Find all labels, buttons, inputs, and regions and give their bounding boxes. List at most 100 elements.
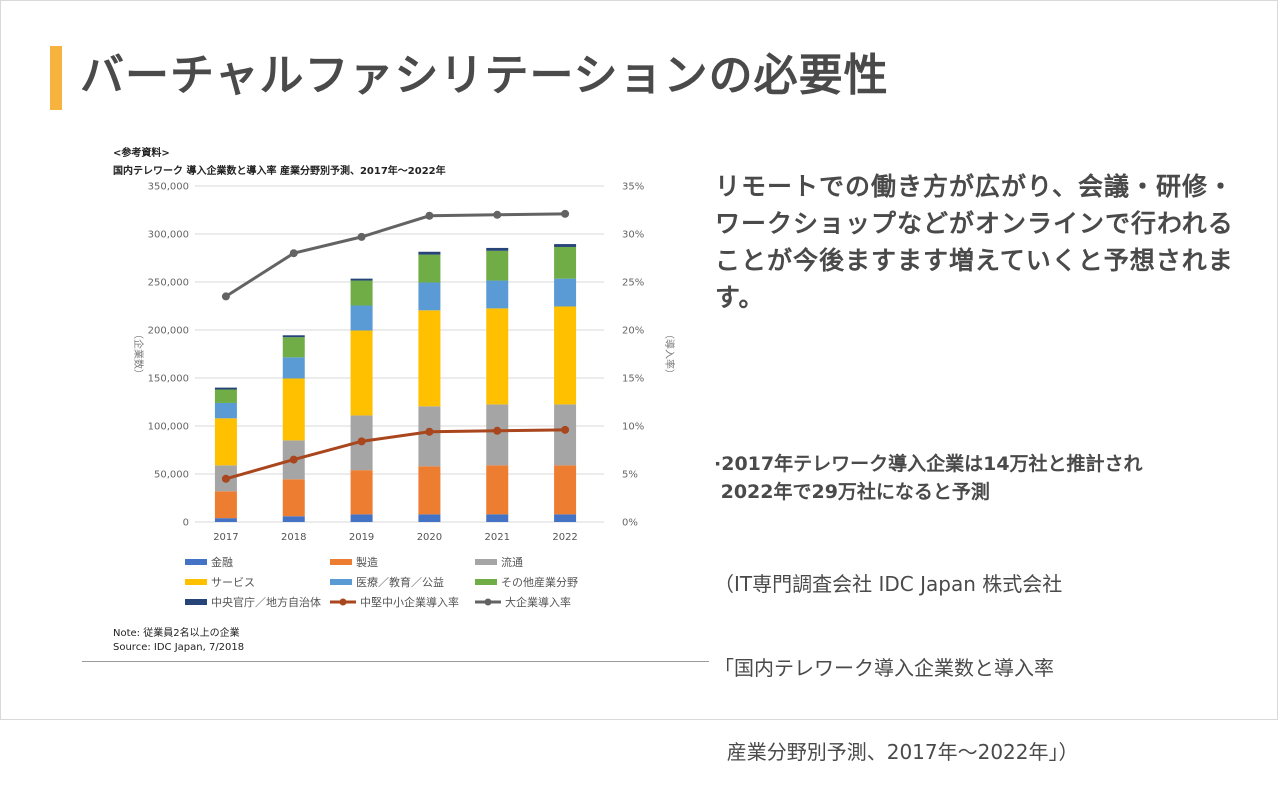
- source-text: Source: IDC Japan, 7/2018: [113, 642, 245, 653]
- x-tick-label: 2019: [349, 532, 374, 543]
- bar-segment: [282, 335, 305, 338]
- legend-swatch: [475, 579, 497, 585]
- x-tick-label: 2017: [213, 532, 238, 543]
- note-text: Note: 従業員2名以上の企業: [113, 628, 240, 639]
- bar-segment: [350, 470, 373, 515]
- y-tick-label: 350,000: [148, 182, 189, 193]
- legend-label: 流通: [501, 555, 523, 569]
- bar-segment: [486, 514, 509, 522]
- x-tick-label: 2020: [417, 532, 442, 543]
- y-tick-label: 300,000: [148, 230, 189, 241]
- x-tick-label: 2021: [485, 532, 510, 543]
- bar-segment: [554, 404, 577, 466]
- bar-segment: [350, 305, 373, 331]
- x-tick-label: 2018: [281, 532, 306, 543]
- bar-segment: [214, 387, 237, 390]
- y2-tick-label: 35%: [622, 182, 644, 193]
- legend-label: 大企業導入率: [505, 595, 571, 609]
- legend-label: 医療／教育／公益: [356, 575, 444, 589]
- bar-segment: [486, 280, 509, 309]
- line-point: [425, 211, 434, 220]
- legend-swatch: [330, 559, 352, 565]
- telework-chart: 0 50,000 100,000 150,000 200,000 250,000 300,0…: [132, 182, 676, 610]
- bar-segment: [418, 282, 441, 311]
- slide-title: バーチャルファシリテーションの必要性: [80, 50, 889, 101]
- bar-segment: [486, 250, 509, 281]
- citation-line: （IT専門調査会社 IDC Japan 株式会社: [714, 572, 1063, 596]
- legend-swatch: [185, 579, 207, 585]
- y-tick-label: 0: [183, 518, 189, 529]
- bar-segment: [282, 516, 305, 522]
- y2-axis-title: （導入率）: [663, 329, 676, 379]
- legend-marker: [484, 598, 492, 606]
- y2-tick-label: 0%: [622, 518, 638, 529]
- citation-line: 「国内テレワーク導入企業数と導入率: [714, 656, 1054, 680]
- bar-segment: [350, 278, 373, 281]
- bar-segment: [418, 406, 441, 467]
- line-point: [289, 249, 298, 258]
- line-point: [357, 437, 366, 446]
- legend-label: その他産業分野: [501, 576, 578, 589]
- chart-panel: <参考資料> 国内テレワーク 導入企業数と導入率 産業分野別予測、2017年～2…: [80, 140, 710, 665]
- y-tick-label: 250,000: [148, 278, 189, 289]
- chart-title: 国内テレワーク 導入企業数と導入率 産業分野別予測、2017年～2022年: [113, 166, 446, 177]
- legend-label: サービス: [211, 576, 255, 589]
- reference-label: <参考資料>: [113, 148, 170, 159]
- bar-segment: [282, 479, 305, 517]
- bar-segment: [554, 465, 577, 515]
- legend-label: 中央官庁／地方自治体: [211, 595, 321, 609]
- bar-segment: [554, 306, 577, 405]
- bar-segment: [418, 514, 441, 522]
- bar-segment: [214, 418, 237, 466]
- legend-swatch: [475, 559, 497, 565]
- bar-segment: [554, 244, 577, 247]
- legend-swatch: [330, 579, 352, 585]
- y-tick-label: 100,000: [148, 422, 189, 433]
- y-tick-label: 150,000: [148, 374, 189, 385]
- y-axis-title: （企業数）: [132, 329, 145, 379]
- line-point: [425, 427, 434, 436]
- legend-label: 金融: [211, 555, 233, 569]
- chart-note: Note: 従業員2名以上の企業 Source: IDC Japan, 7/20…: [113, 627, 244, 655]
- bar-segment: [350, 330, 373, 416]
- line-series: [225, 212, 566, 298]
- bar-segment: [418, 251, 441, 255]
- x-tick-label: 2022: [552, 532, 577, 543]
- line-point: [493, 426, 502, 435]
- title-accent-bar: [50, 46, 62, 110]
- bar-segment: [214, 491, 237, 519]
- bar-segment: [554, 514, 577, 522]
- y2-tick-label: 10%: [622, 422, 644, 433]
- bar-segment: [214, 402, 237, 419]
- legend-swatch: [185, 559, 207, 565]
- bar-segment: [418, 310, 441, 407]
- bar-segment: [486, 465, 509, 515]
- bar-segment: [350, 514, 373, 522]
- bar-segment: [282, 337, 305, 358]
- legend-label: 製造: [356, 555, 378, 569]
- legend-swatch: [185, 599, 207, 605]
- bar-segment: [486, 308, 509, 405]
- main-message: リモートでの働き方が広がり、会議・研修・ワークショップなどがオンラインで行われる…: [715, 172, 1235, 312]
- y2-tick-label: 15%: [622, 374, 644, 385]
- legend-label: 中堅中小企業導入率: [360, 595, 459, 609]
- slide-frame: [0, 0, 1278, 720]
- line-point: [357, 232, 366, 241]
- bar-segment: [282, 378, 305, 441]
- bullet-block: ·2017年テレワーク導入企業は14万社と推計され 2022年で29万社になると…: [714, 450, 1244, 506]
- legend-marker: [339, 598, 347, 606]
- line-point: [561, 425, 570, 434]
- bullet-line: 2022年で29万社になると予測: [714, 481, 990, 503]
- line-point: [561, 209, 570, 218]
- bar-segment: [214, 389, 237, 403]
- bar-segment: [350, 280, 373, 306]
- y-tick-label: 50,000: [154, 470, 189, 481]
- bar-segment: [554, 246, 577, 279]
- divider: [82, 661, 709, 662]
- bar-segment: [418, 254, 441, 283]
- bar-segment: [214, 518, 237, 522]
- bar-segment: [486, 247, 509, 251]
- y-tick-label: 200,000: [148, 326, 189, 337]
- y2-tick-label: 20%: [622, 326, 644, 337]
- line-point: [221, 474, 230, 483]
